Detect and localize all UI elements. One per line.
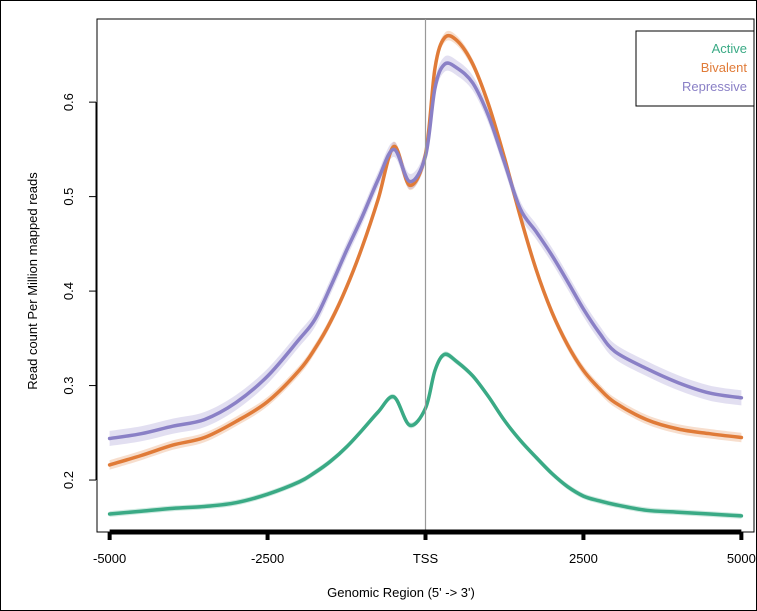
legend-entry-repressive: Repressive (682, 79, 747, 94)
x-axis-label: Genomic Region (5' -> 3') (327, 585, 475, 600)
x-tick-label: -5000 (93, 551, 126, 566)
series-line-repressive (107, 61, 744, 441)
series-line-active (107, 352, 744, 518)
y-tick-label: 0.2 (61, 471, 76, 489)
y-tick-label: 0.3 (61, 377, 76, 395)
legend: Active Bivalent Repressive (635, 30, 755, 107)
y-tick-label: 0.6 (61, 93, 76, 111)
legend-entry-active: Active (712, 41, 747, 56)
y-axis-label: Read count Per Million mapped reads (25, 172, 40, 390)
y-tick-label: 0.4 (61, 282, 76, 300)
band-bivalent (109, 30, 742, 470)
legend-entry-bivalent: Bivalent (701, 60, 748, 75)
legend-box (635, 30, 755, 107)
x-tick-label: 5000 (727, 551, 756, 566)
x-tick-label: 2500 (569, 551, 598, 566)
x-tick-label: TSS (413, 551, 439, 566)
x-tick-label: -2500 (251, 551, 284, 566)
series-line-bivalent (107, 33, 744, 467)
y-tick-label: 0.5 (61, 188, 76, 206)
